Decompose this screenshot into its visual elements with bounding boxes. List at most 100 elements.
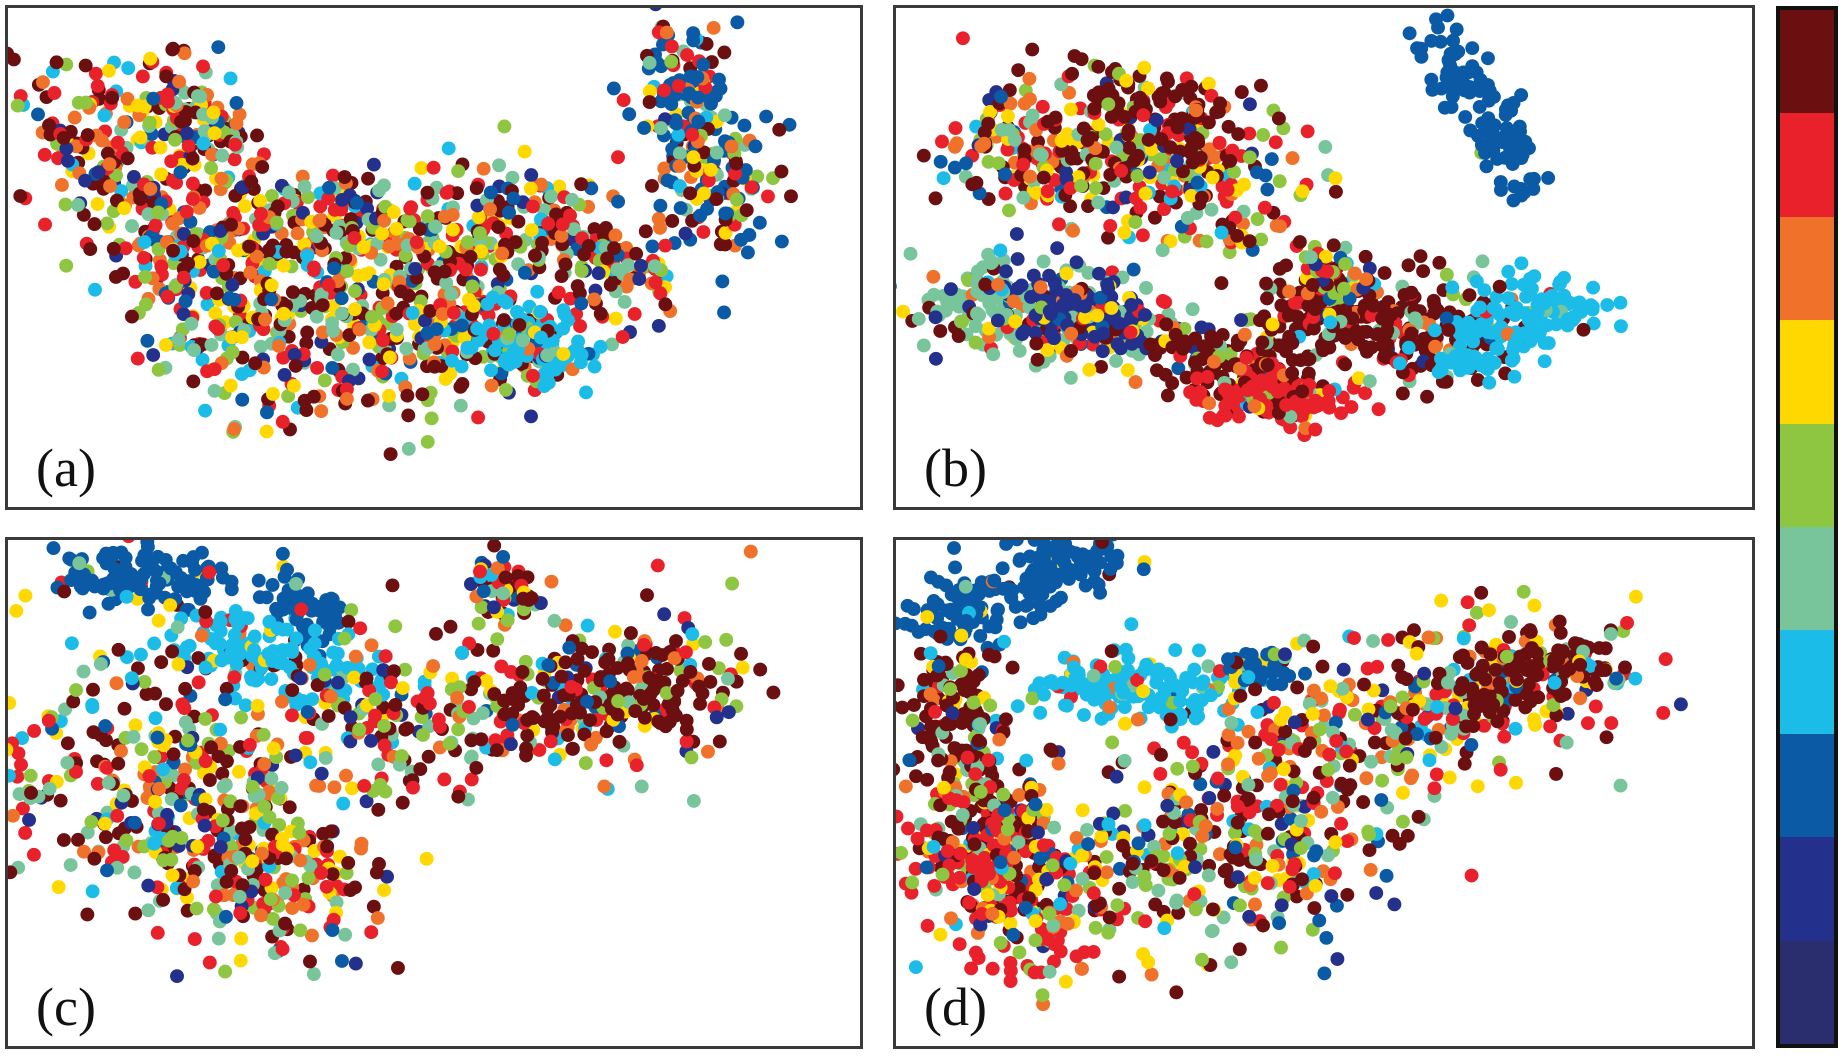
scatter-point bbox=[1503, 141, 1517, 156]
scatter-point bbox=[366, 899, 381, 914]
scatter-point bbox=[673, 201, 688, 215]
scatter-point bbox=[1065, 66, 1080, 81]
scatter-point bbox=[326, 645, 341, 660]
scatter-point bbox=[1404, 326, 1419, 341]
scatter-point bbox=[665, 703, 680, 718]
scatter-point bbox=[389, 221, 404, 236]
scatter-point bbox=[1130, 169, 1145, 183]
scatter-point bbox=[470, 321, 485, 336]
scatter-point bbox=[1011, 63, 1026, 78]
scatter-point bbox=[322, 180, 337, 195]
scatter-point bbox=[1519, 289, 1534, 304]
scatter-point bbox=[330, 675, 345, 690]
scatter-point bbox=[314, 866, 329, 880]
scatter-point bbox=[109, 676, 124, 691]
scatter-point bbox=[948, 121, 963, 135]
scatter-point bbox=[147, 750, 162, 764]
scatter-point bbox=[1185, 302, 1200, 317]
scatter-point bbox=[263, 892, 278, 907]
scatter-point bbox=[196, 136, 211, 151]
scatter-point bbox=[293, 671, 308, 686]
scatter-point bbox=[143, 51, 158, 66]
scatter-point bbox=[82, 605, 97, 620]
scatter-point bbox=[474, 732, 489, 747]
scatter-point bbox=[255, 160, 270, 174]
scatter-point bbox=[365, 309, 379, 324]
scatter-point bbox=[297, 179, 312, 194]
scatter-point bbox=[262, 257, 277, 271]
scatter-point bbox=[991, 277, 1006, 292]
scatter-point bbox=[467, 675, 482, 689]
scatter-point bbox=[648, 275, 663, 290]
scatter-point bbox=[1247, 399, 1262, 414]
scatter-point bbox=[998, 264, 1013, 279]
scatter-point bbox=[242, 738, 257, 752]
scatter-point bbox=[187, 343, 201, 358]
scatter-point bbox=[1223, 154, 1238, 168]
scatter-point bbox=[1025, 42, 1040, 57]
scatter-point bbox=[709, 145, 724, 160]
scatter-point bbox=[1158, 367, 1173, 382]
scatter-point bbox=[1526, 171, 1541, 186]
scatter-point bbox=[85, 698, 100, 712]
scatter-point bbox=[146, 348, 161, 362]
scatter-point bbox=[176, 227, 191, 241]
scatter-point bbox=[1375, 311, 1390, 326]
scatter-point bbox=[1128, 215, 1143, 230]
scatter-point bbox=[100, 216, 115, 231]
scatter-point bbox=[380, 296, 395, 311]
scatter-point bbox=[500, 613, 515, 628]
scatter-point bbox=[194, 628, 209, 643]
scatter-point bbox=[580, 694, 594, 709]
scatter-point bbox=[320, 839, 335, 854]
scatter-point bbox=[601, 652, 616, 667]
scatter-point bbox=[1171, 361, 1186, 376]
scatter-point bbox=[1506, 351, 1521, 366]
scatter-point bbox=[486, 600, 501, 615]
scatter-point bbox=[678, 226, 693, 241]
scatter-point bbox=[1091, 117, 1106, 132]
scatter-point bbox=[275, 546, 290, 561]
scatter-point bbox=[37, 147, 52, 162]
scatter-point bbox=[395, 795, 410, 810]
scatter-point bbox=[204, 338, 219, 352]
scatter-point bbox=[313, 602, 328, 617]
scatter-point bbox=[466, 298, 481, 313]
scatter-point bbox=[1242, 97, 1257, 112]
scatter-point bbox=[1055, 540, 1070, 552]
scatter-point bbox=[206, 902, 221, 917]
scatter-point bbox=[164, 154, 179, 169]
scatter-point bbox=[994, 89, 1008, 104]
scatter-point bbox=[46, 541, 61, 556]
scatter-point bbox=[753, 662, 768, 677]
scatter-point bbox=[1082, 362, 1097, 377]
scatter-point bbox=[1338, 257, 1353, 271]
panel-label-a: (a) bbox=[36, 438, 96, 498]
scatter-point bbox=[15, 801, 30, 816]
scatter-point bbox=[302, 658, 317, 672]
scatter-point bbox=[1221, 119, 1236, 134]
scatter-point bbox=[151, 205, 166, 220]
scatter-point bbox=[1010, 281, 1025, 296]
scatter-point bbox=[8, 696, 17, 710]
scatter-point bbox=[337, 170, 352, 184]
scatter-point bbox=[1434, 363, 1449, 378]
scatter-point bbox=[502, 205, 516, 220]
scatter-point bbox=[591, 266, 606, 281]
scatter-point bbox=[73, 579, 88, 594]
scatter-point bbox=[179, 126, 194, 141]
scatter-point bbox=[141, 878, 156, 893]
scatter-point bbox=[377, 738, 392, 753]
scatter-point bbox=[555, 217, 570, 232]
scatter-point bbox=[1586, 316, 1601, 331]
scatter-point bbox=[377, 718, 392, 733]
scatter-point bbox=[136, 250, 151, 265]
scatter-point bbox=[400, 721, 415, 736]
scatter-point bbox=[148, 711, 163, 726]
scatter-point bbox=[301, 871, 316, 885]
scatter-point bbox=[317, 373, 332, 388]
scatter-point bbox=[386, 205, 401, 220]
scatter-point bbox=[110, 135, 125, 150]
scatter-point bbox=[1063, 181, 1078, 196]
scatter-point bbox=[911, 625, 926, 639]
